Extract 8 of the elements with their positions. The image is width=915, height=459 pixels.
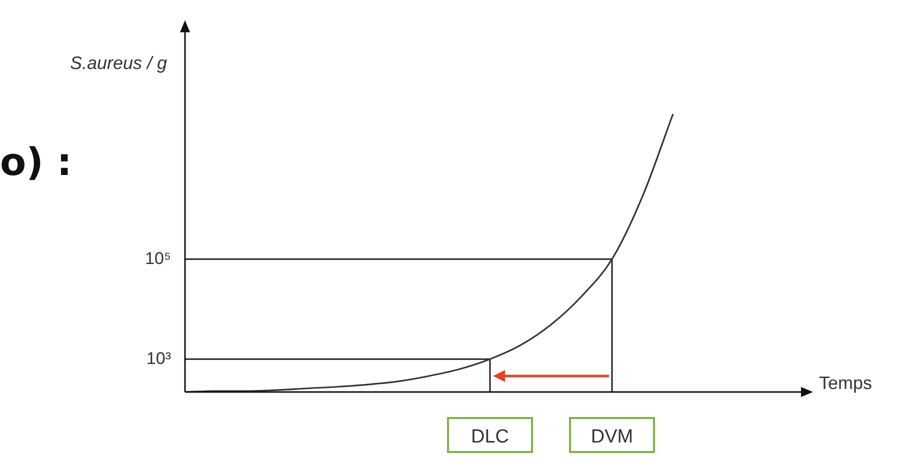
- x-tick-label: DVM: [590, 426, 634, 448]
- text: o) :: [0, 140, 72, 184]
- x-tick-label: DLC: [470, 426, 510, 448]
- y-tick-label: 10³: [146, 348, 172, 368]
- y-tick-label: 10⁵: [145, 248, 171, 268]
- y-axis-title: S.aureus / g: [70, 53, 167, 74]
- x-axis-title: Temps: [819, 372, 872, 393]
- line-series: [184, 113, 674, 392]
